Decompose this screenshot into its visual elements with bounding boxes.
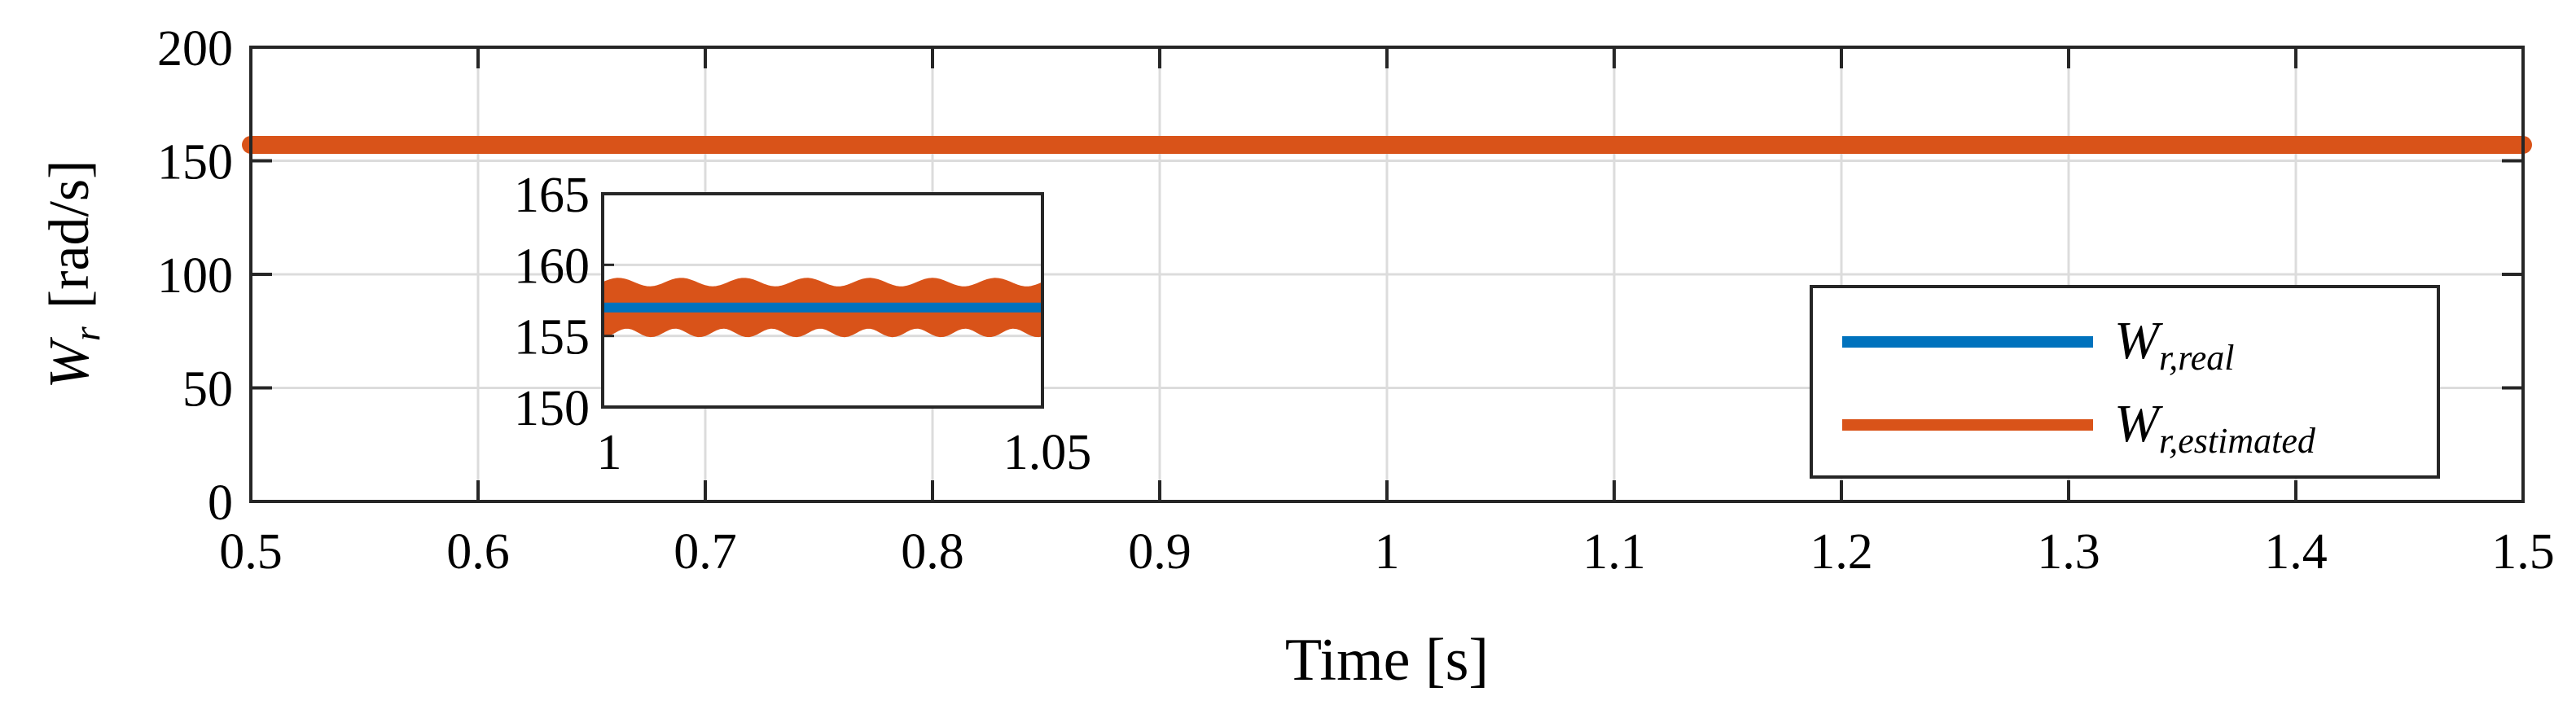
y-tick-label: 50 xyxy=(182,362,233,418)
inset-x-tick-label: 1 xyxy=(597,425,622,480)
legend-label-real: Wr,real xyxy=(2114,311,2234,378)
x-tick-label: 0.5 xyxy=(219,524,283,580)
x-tick-label: 0.9 xyxy=(1128,524,1191,580)
legend: Wr,real Wr,estimated xyxy=(1810,285,2440,479)
inset-y-tick-label: 160 xyxy=(514,239,590,294)
x-tick-label: 0.7 xyxy=(674,524,737,580)
inset-ticks xyxy=(601,192,1044,409)
inset-series xyxy=(601,278,1044,338)
legend-label-estimated: Wr,estimated xyxy=(2114,394,2316,461)
inset-y-tick-label: 150 xyxy=(514,381,590,436)
y-tick-label: 100 xyxy=(157,248,233,304)
y-tick-label: 200 xyxy=(157,21,233,77)
x-tick-label: 1.4 xyxy=(2264,524,2328,580)
y-axis-label: Wr [rad/s] xyxy=(38,160,108,389)
inset-x-tick-label: 1.05 xyxy=(1003,425,1092,480)
x-tick-label: 0.8 xyxy=(901,524,964,580)
inset-tick-labels: 150 155 160 165 1 1.05 xyxy=(514,168,1091,480)
main-tick-labels: 0.5 0.6 0.7 0.8 0.9 1 1.1 1.2 1.3 1.4 1.5 0 50 100 150… xyxy=(157,21,2555,580)
x-tick-label: 1.3 xyxy=(2037,524,2100,580)
y-axis-label-main: W xyxy=(38,336,101,388)
x-tick-label: 1.1 xyxy=(1582,524,1646,580)
inset-plot-frame xyxy=(601,192,1044,409)
y-tick-label: 150 xyxy=(157,135,233,190)
legend-box xyxy=(1810,285,2440,479)
inset-y-tick-label: 165 xyxy=(514,168,590,223)
inset-y-tick-label: 155 xyxy=(514,310,590,366)
x-tick-label: 1.5 xyxy=(2491,524,2555,580)
main-ticks xyxy=(249,46,2525,503)
y-axis-label-sub: r xyxy=(66,326,108,341)
y-axis-label-unit: [rad/s] xyxy=(38,160,101,309)
x-tick-label: 1 xyxy=(1375,524,1400,580)
y-tick-label: 0 xyxy=(208,475,233,531)
x-tick-label: 0.6 xyxy=(446,524,510,580)
x-axis-label: Time [s] xyxy=(1285,627,1489,694)
x-tick-label: 1.2 xyxy=(1810,524,1873,580)
